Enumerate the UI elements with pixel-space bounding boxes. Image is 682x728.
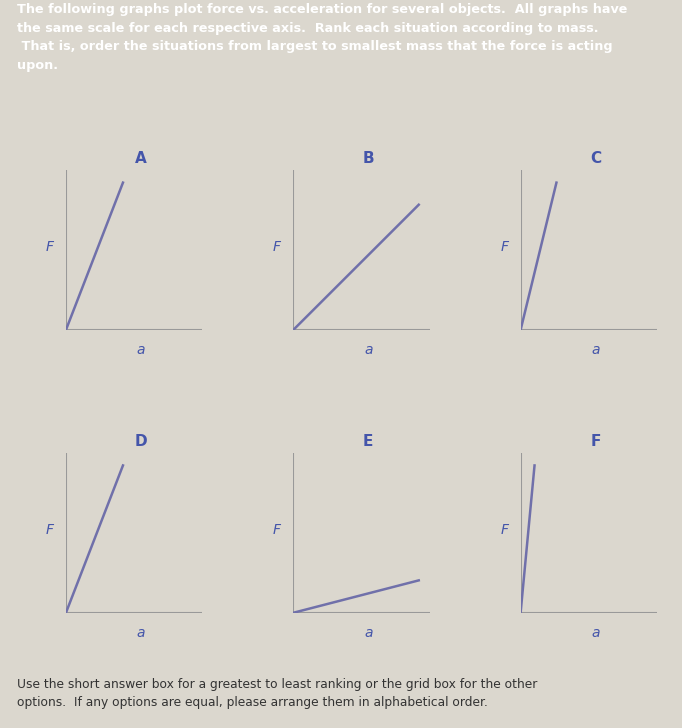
Text: a: a [591,343,600,357]
Text: a: a [364,626,372,640]
Text: a: a [136,343,145,357]
Text: F: F [501,240,508,253]
Text: F: F [273,240,281,253]
Text: F: F [46,240,54,253]
Text: B: B [362,151,374,166]
Text: a: a [591,626,600,640]
Text: F: F [273,523,281,537]
Text: F: F [46,523,54,537]
Text: F: F [501,523,508,537]
Text: E: E [363,434,374,449]
Text: A: A [135,151,147,166]
Text: D: D [134,434,147,449]
Text: a: a [136,626,145,640]
Text: C: C [590,151,601,166]
Text: Use the short answer box for a greatest to least ranking or the grid box for the: Use the short answer box for a greatest … [17,678,537,710]
Text: F: F [591,434,601,449]
Text: The following graphs plot force vs. acceleration for several objects.  All graph: The following graphs plot force vs. acce… [17,3,627,71]
Text: a: a [364,343,372,357]
